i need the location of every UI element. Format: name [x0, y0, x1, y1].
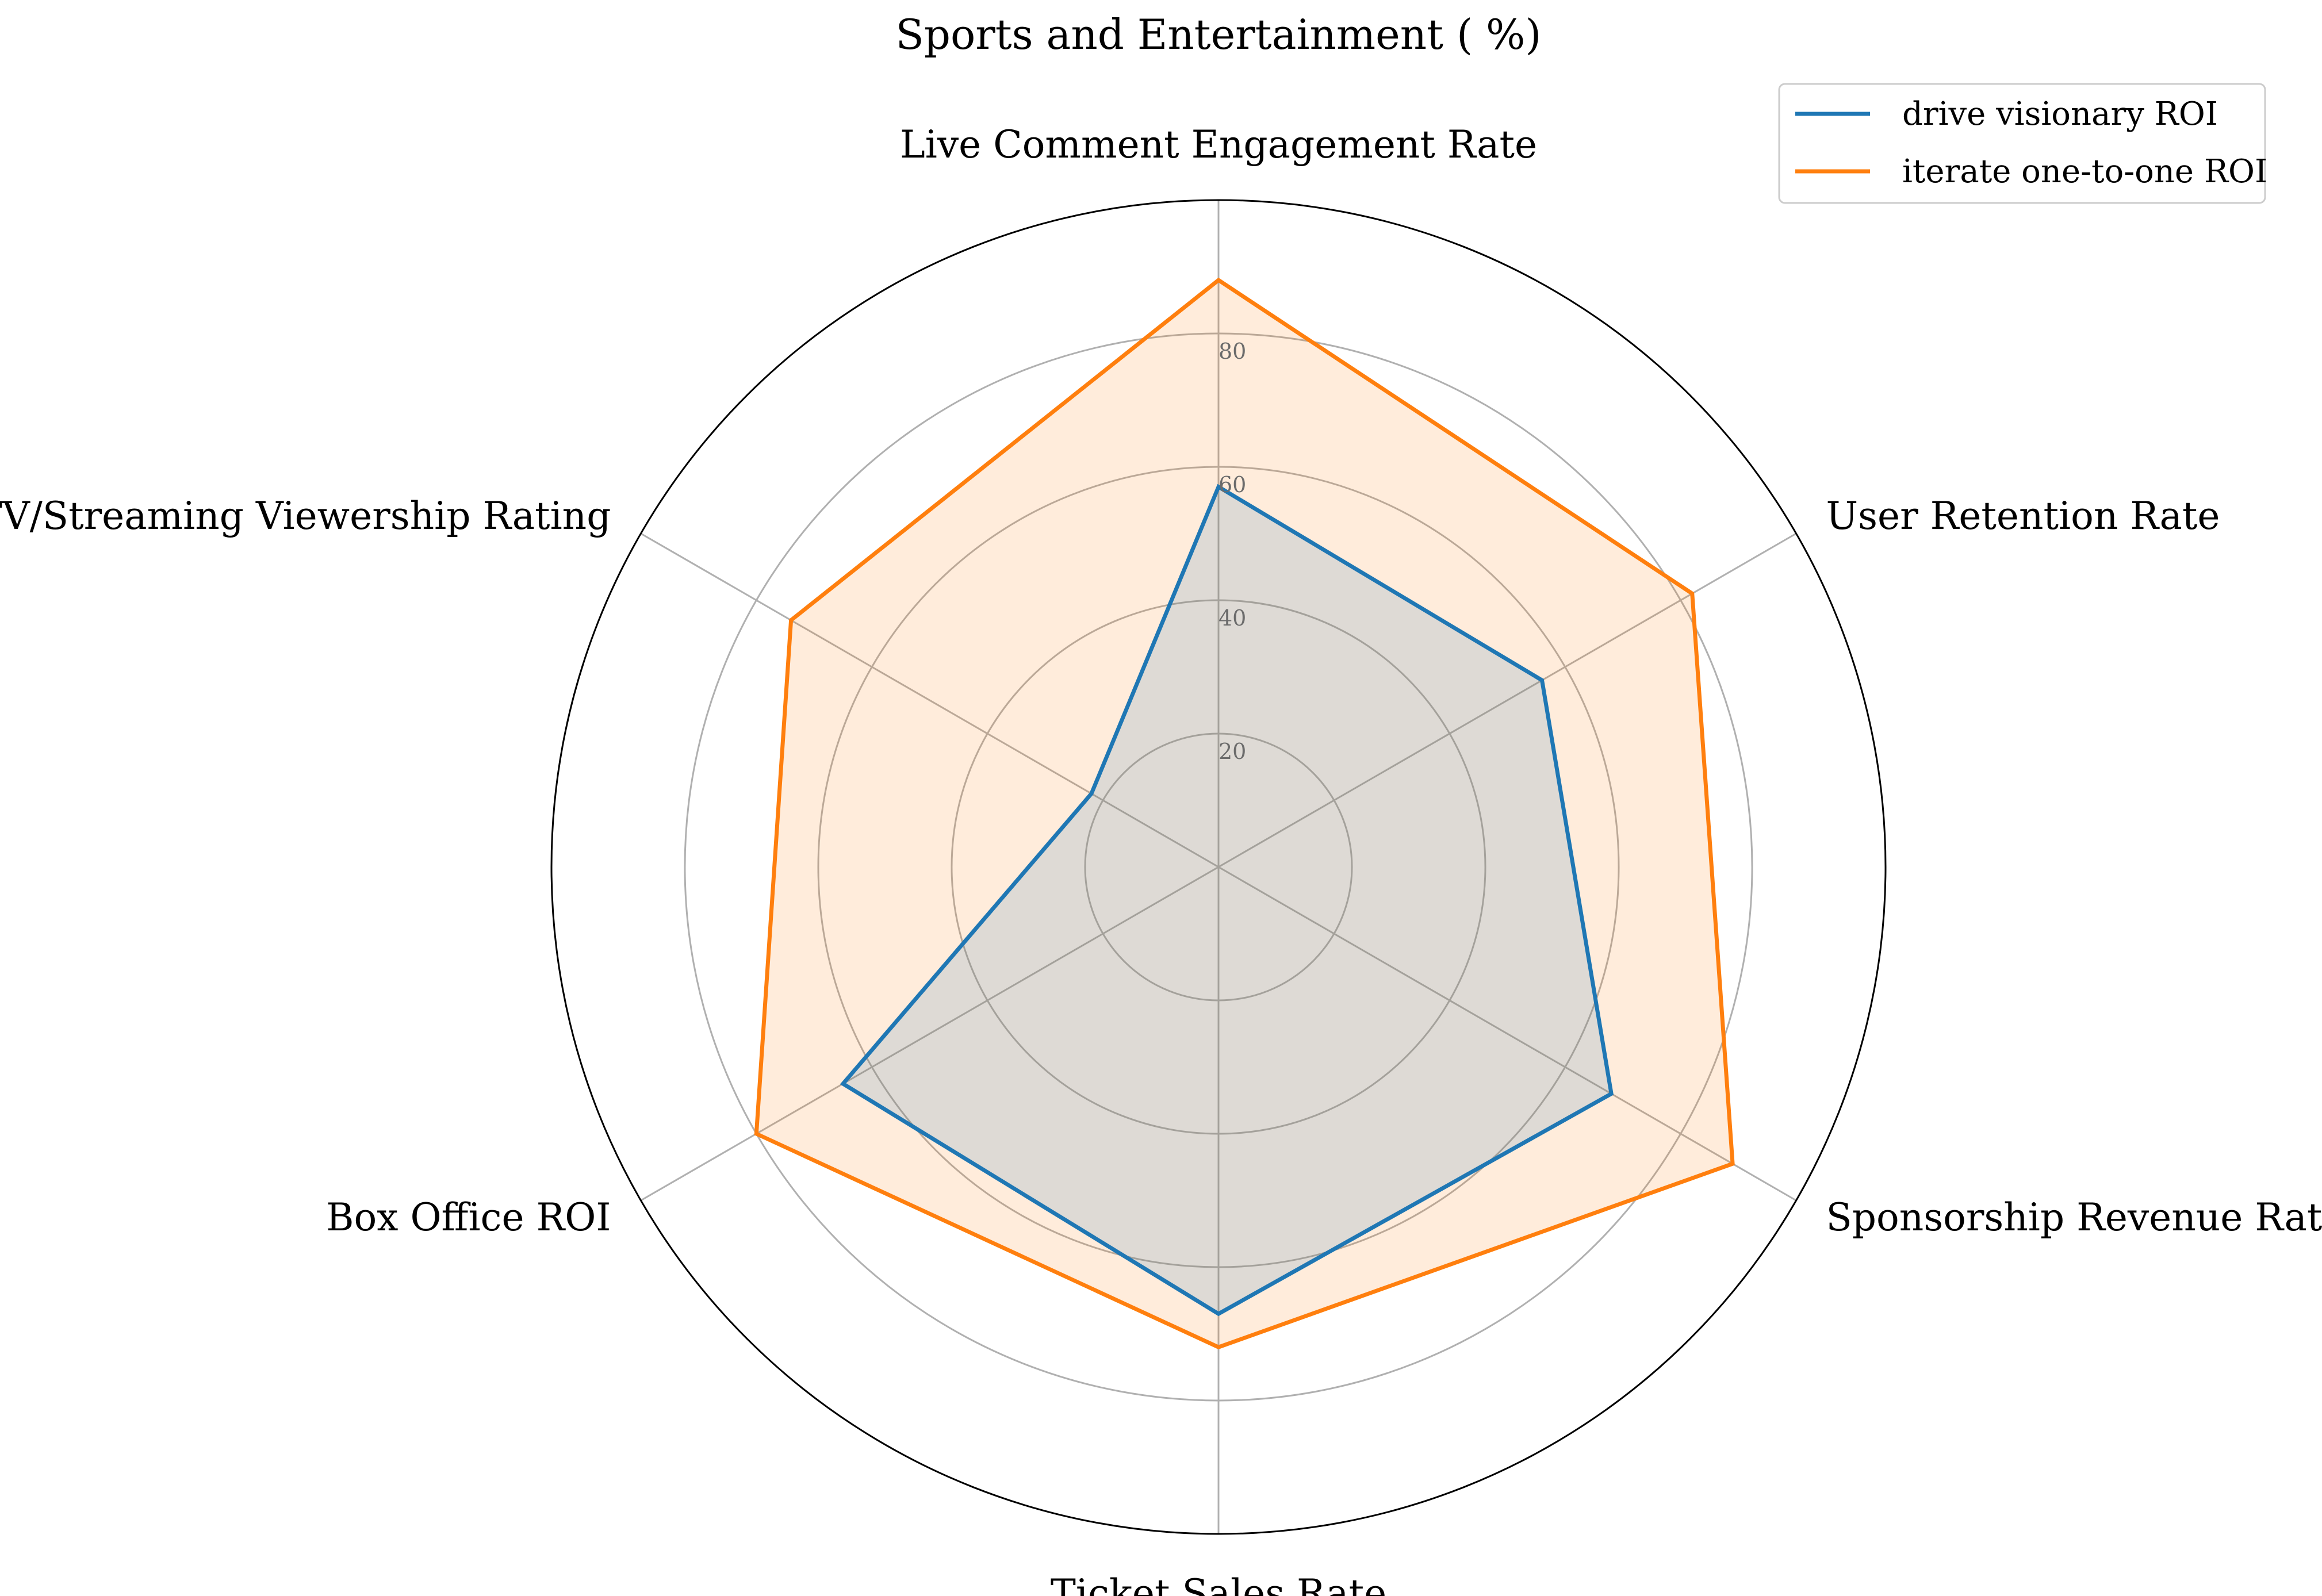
series-layer: [754, 277, 1735, 1349]
radar-grid: [550, 199, 1887, 1535]
grid-circle: [817, 466, 1620, 1268]
axis-label: TV/Streaming Viewership Rating: [0, 494, 611, 538]
axis-label: Live Comment Engagement Rate: [900, 122, 1537, 167]
radial-tick-label: 40: [1219, 605, 1246, 631]
grid-circle: [684, 332, 1753, 1402]
axis-label: Ticket Sales Rate: [1051, 1571, 1386, 1596]
legend-label: iterate one-to-one ROI: [1902, 153, 2267, 190]
axis-label: Sponsorship Revenue Ratio: [1826, 1195, 2322, 1240]
grid-circle: [951, 599, 1486, 1135]
series-line: [840, 484, 1614, 1317]
axis-label: Box Office ROI: [326, 1195, 611, 1240]
radial-tick-label: 20: [1219, 739, 1246, 764]
series-area: [756, 280, 1733, 1348]
axis-label: User Retention Rate: [1826, 494, 2220, 538]
radial-tick-label: 60: [1219, 472, 1246, 497]
spoke-line: [640, 866, 1219, 1202]
outer-boundary: [550, 199, 1887, 1535]
spoke-line: [1218, 532, 1797, 868]
spoke-line: [640, 532, 1219, 868]
series-line: [754, 277, 1735, 1349]
radial-tick-label: 80: [1219, 339, 1246, 364]
spoke-line: [1218, 866, 1797, 1202]
legend-label: drive visionary ROI: [1902, 95, 2218, 133]
legend: drive visionary ROI iterate one-to-one RO…: [1778, 83, 2267, 204]
axis-labels: 20 40 60 80 Live Comment Engagement Rate User…: [0, 122, 2322, 1596]
series-area: [843, 486, 1612, 1314]
chart-title: Sports and Entertainment ( %): [896, 10, 1542, 59]
legend-frame: [1778, 83, 2266, 204]
grid-circle: [1084, 732, 1353, 1002]
